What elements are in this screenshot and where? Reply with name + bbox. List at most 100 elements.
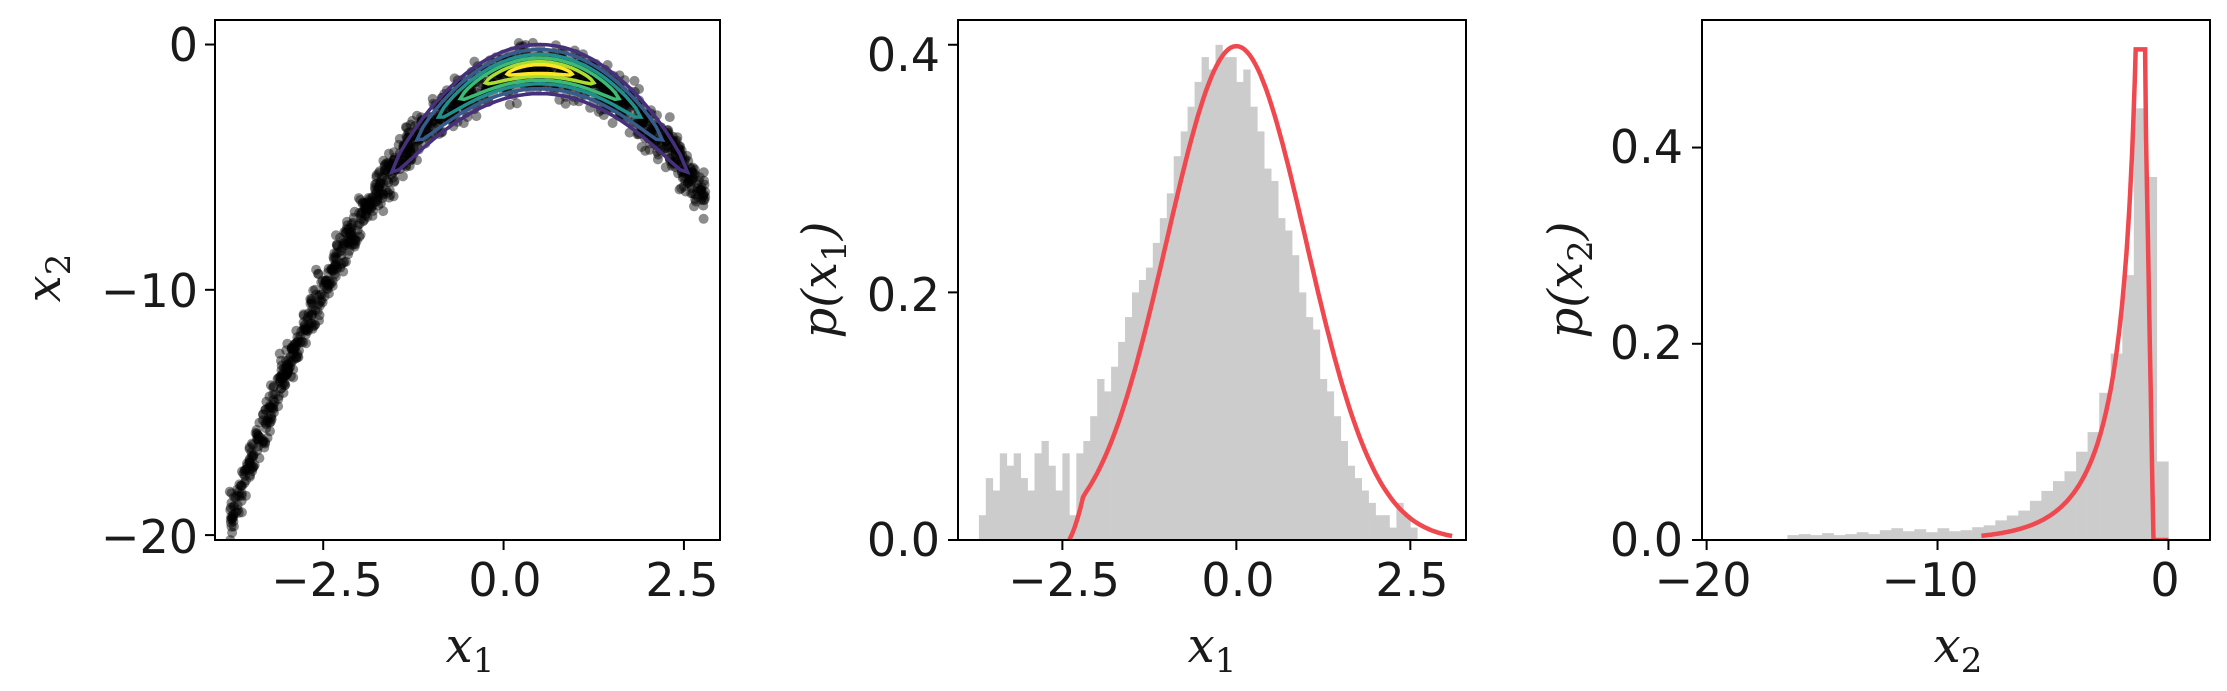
- scatter-point: [300, 324, 311, 335]
- scatter-point: [290, 338, 301, 349]
- scatter-point: [294, 345, 304, 356]
- scatter-point: [246, 447, 257, 458]
- histogram-bar: [1949, 531, 1961, 540]
- scatter-point: [338, 235, 349, 246]
- y-axis-label: p(x1): [792, 222, 855, 339]
- scatter-point: [286, 357, 297, 368]
- scatter-point: [698, 195, 709, 206]
- scatter-point: [694, 172, 705, 183]
- scatter-point: [359, 203, 370, 214]
- scatter-point: [327, 265, 338, 276]
- scatter-point: [690, 194, 701, 205]
- tick-marks: [1692, 146, 2170, 550]
- scatter-point: [331, 240, 342, 250]
- scatter-point: [373, 182, 384, 193]
- scatter-point: [338, 238, 349, 249]
- scatter-point: [354, 231, 365, 242]
- scatter-point: [690, 189, 701, 200]
- scatter-point: [302, 312, 313, 323]
- scatter-point: [357, 198, 368, 209]
- histogram-bar: [1914, 529, 1927, 540]
- scatter-point: [250, 428, 261, 438]
- scatter-point: [687, 167, 698, 178]
- scatter-point: [366, 201, 377, 212]
- contour-line: [388, 42, 691, 175]
- scatter-point: [289, 339, 300, 350]
- scatter-point: [504, 99, 515, 110]
- scatter-point: [233, 507, 244, 518]
- scatter-point: [404, 142, 415, 152]
- histogram-bar: [2133, 108, 2146, 540]
- scatter-point: [374, 179, 385, 190]
- scatter-point: [228, 521, 239, 532]
- scatter-point: [371, 170, 382, 181]
- histogram-bar: [1926, 532, 1938, 540]
- scatter-point: [358, 216, 369, 227]
- histogram-bar: [1368, 502, 1376, 540]
- scatter-point: [682, 150, 692, 161]
- scatter-point: [275, 383, 286, 394]
- scatter-point: [349, 206, 360, 217]
- x-tick-label: −20: [1654, 553, 1751, 607]
- histogram-bar: [1403, 515, 1411, 540]
- histogram-bar: [1902, 531, 1915, 540]
- scatter-point: [320, 275, 331, 286]
- histogram-bar: [1410, 527, 1418, 540]
- scatter-point: [254, 453, 265, 464]
- histogram-bar: [1879, 530, 1892, 540]
- scatter-point: [652, 154, 663, 165]
- scatter-point: [261, 396, 272, 407]
- histogram-bar: [2064, 471, 2077, 540]
- scatter-point: [348, 212, 359, 223]
- scatter-point: [290, 352, 301, 363]
- scatter-point: [241, 464, 252, 475]
- scatter-point: [700, 186, 711, 197]
- scatter-point: [327, 276, 338, 287]
- scatter-point: [372, 196, 382, 207]
- scatter-point: [236, 488, 247, 499]
- scatter-point: [231, 507, 241, 518]
- scatter-point: [278, 387, 289, 398]
- scatter-point: [686, 175, 697, 186]
- scatter-point: [361, 206, 372, 216]
- scatter-point: [380, 167, 390, 178]
- scatter-point: [699, 175, 709, 186]
- scatter-point: [389, 177, 399, 187]
- scatter-point: [283, 354, 294, 365]
- scatter-point: [329, 261, 340, 272]
- scatter-point: [246, 438, 257, 449]
- histogram-bar: [978, 515, 987, 540]
- scatter-point: [285, 362, 295, 373]
- scatter-point: [354, 207, 365, 218]
- scatter-point: [359, 198, 370, 209]
- histogram-bar: [1347, 465, 1355, 540]
- histogram-bar: [1326, 391, 1335, 540]
- histogram-bar: [1361, 490, 1369, 540]
- scatter-point: [242, 460, 253, 471]
- scatter-point: [300, 323, 310, 334]
- scatter-point: [330, 252, 341, 263]
- x-tick-label: −2.5: [1008, 553, 1120, 607]
- scatter-point: [281, 355, 291, 366]
- y-tick-label: 0.0: [1610, 513, 1683, 567]
- scatter-point: [363, 193, 374, 203]
- scatter-point: [511, 98, 522, 109]
- scatter-point: [348, 234, 359, 245]
- scatter-point: [327, 280, 338, 291]
- scatter-point: [252, 434, 263, 445]
- histogram-bar: [985, 478, 994, 540]
- scatter-point: [346, 222, 357, 233]
- scatter-point: [307, 323, 318, 334]
- scatter-point: [381, 175, 392, 186]
- histogram-bar: [1389, 527, 1397, 540]
- scatter-point: [378, 155, 389, 166]
- scatter-point: [252, 433, 263, 444]
- scatter-point: [329, 254, 339, 265]
- scatter-point: [331, 248, 342, 259]
- scatter-point: [393, 139, 404, 150]
- scatter-point: [319, 291, 330, 302]
- panel-hist-x2: −20 −10 0 0.4 0.2 0.0 x2 p(x2): [1538, 19, 2211, 681]
- scatter-point: [277, 379, 288, 390]
- scatter-point: [226, 497, 237, 508]
- scatter-point: [288, 355, 298, 366]
